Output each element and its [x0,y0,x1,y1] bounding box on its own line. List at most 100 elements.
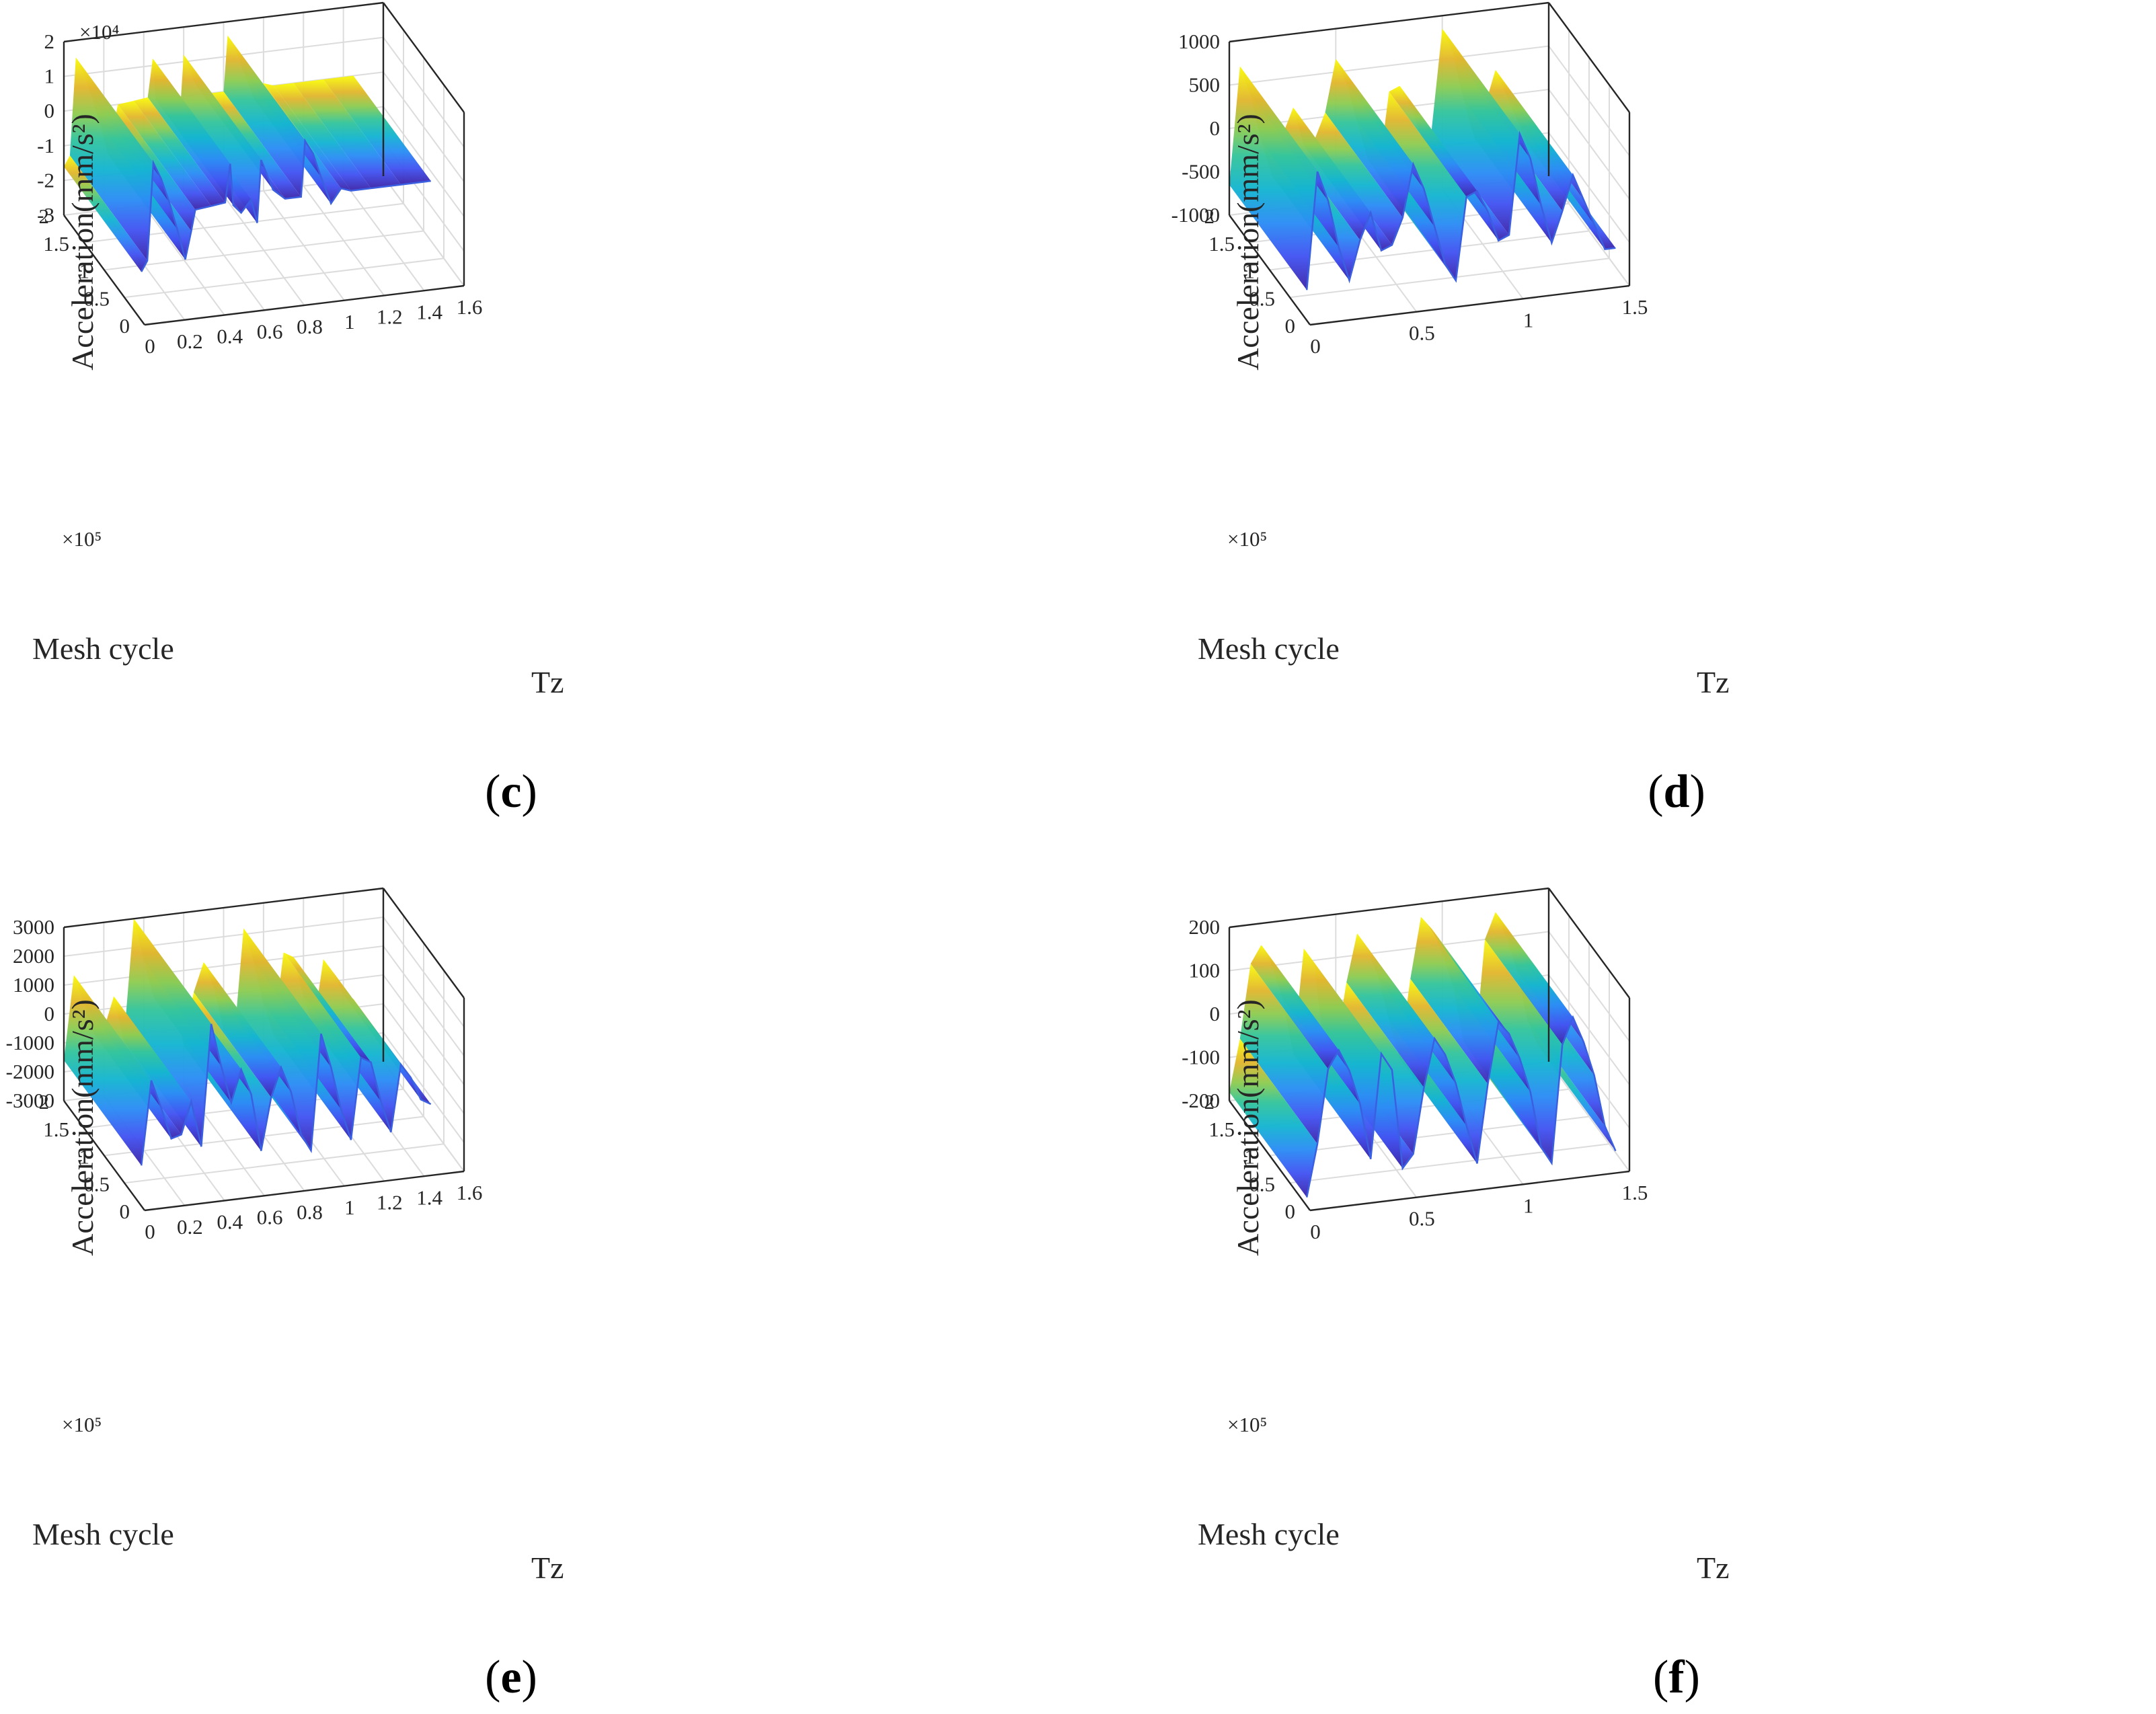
surface-strip [1239,964,1328,1144]
x-tick-label: 1.6 [457,1181,483,1204]
panel-d-surface [1229,28,1616,290]
panel-d-surface-plot: 1000 500 0 -500 -1000 2 1.5 1 0.5 0 0 0.5 1 1.5 ×10… [1171,1,1730,818]
grid-line [124,258,445,299]
x-tick-label: 0.4 [217,325,243,348]
surface-front-edge [1305,130,1616,290]
x-tick-label: 0.4 [217,1210,243,1234]
grid-line [1289,1143,1610,1184]
z-tick-label: 2 [44,30,55,53]
axis-edge [1309,1170,1630,1212]
surface-front-edge [141,138,431,272]
grid-line [1289,258,1610,299]
axis-edge [1229,1100,1311,1211]
grid-line [383,945,465,1056]
x-tick-label: 0.5 [1409,321,1435,345]
panel-c-surface-plot: 2 1 0 -1 -2 -3 2 1.5 1 0.5 0 0 0.2 0.4 0.6 0.8 1 1.2 1.4… [32,1,564,818]
panel-e-caption: (e) [485,1651,537,1703]
panel-f-z-ticks: 200 100 0 -100 -200 [1182,915,1220,1112]
panel-e-x-ticks: 0 0.2 0.4 0.6 0.8 1 1.2 1.4 1.6 [145,1181,482,1243]
y-tick-label: 0 [120,1200,130,1223]
z-tick-label: 3000 [13,915,54,939]
surface-strip [133,97,225,206]
panel-e-z-ticks: 3000 2000 1000 0 -1000 -2000 -3000 [6,915,54,1112]
grid-line [124,1143,445,1184]
grid-line [1229,45,1549,86]
z-tick-label: -2 [37,168,54,192]
y-tick-label: 1.5 [1208,232,1235,256]
surface-strip [323,959,411,1078]
panel-e-axes-box [63,887,465,1212]
x-tick-label: 1.4 [416,1185,442,1209]
y-tick-label: 2 [1204,1090,1215,1114]
grid-line [1548,974,1630,1085]
grid-line [63,36,384,77]
panel-f-axes-box [1228,887,1631,1212]
grid-line [383,176,465,286]
z-tick-label: 500 [1189,73,1221,97]
x-tick-label: 0 [145,1220,155,1243]
x-tick-label: 0.8 [297,1200,323,1224]
surface-strip [1485,912,1573,1045]
z-tick-label: -500 [1182,160,1220,184]
x-tick-label: 0.6 [257,319,283,343]
x-tick-label: 1 [344,310,355,334]
z-tick-label: 1000 [13,973,54,997]
panel-f-y-axis-label: Mesh cycle [1198,1517,1340,1551]
y-tick-label: 0.5 [1249,286,1275,310]
surface-strip [69,57,153,261]
panel-c-y-ticks: 2 1.5 1 0.5 0 [39,204,130,338]
panel-c-caption-letter: c [500,766,521,818]
y-tick-label: 0 [120,314,130,338]
surface-strip [293,79,401,188]
y-tick-label: 1 [1245,1145,1256,1169]
surface-strip [180,54,262,223]
panel-d-z-ticks: 1000 500 0 -500 -1000 [1171,30,1220,227]
panel-f-y-multiplier: ×10⁵ [1227,1413,1267,1436]
grid-line [383,71,465,182]
panel-e-z-axis-label: Acceleration(mm/s²) [65,999,100,1256]
panel-e-y-ticks: 2 1.5 1 0.5 0 [39,1090,130,1223]
panel-f-x-ticks: 0 0.5 1 1.5 [1310,1181,1648,1243]
panel-f-caption: (f) [1653,1651,1700,1703]
z-tick-label: 0 [44,1002,55,1025]
x-tick-label: 0 [1310,334,1321,358]
x-tick-label: 0.8 [297,315,323,338]
surface-strip [1431,28,1520,235]
surface-strip [1282,108,1371,241]
panel-d-x-ticks: 0 0.5 1 1.5 [1310,295,1648,358]
surface-strip [104,996,192,1135]
grid-line [1548,132,1630,243]
surface-strip [263,83,351,191]
y-tick-label: 1.5 [1208,1118,1235,1141]
z-tick-label: -1000 [6,1031,54,1054]
panel-d-caption-letter: d [1664,766,1690,818]
y-tick-label: 0.5 [1249,1172,1275,1196]
axis-edge [63,215,145,325]
panel-c-z-multiplier: ×10⁴ [79,20,119,44]
axis-edge [63,1100,145,1211]
panel-d-y-ticks: 2 1.5 1 0.5 0 [1204,204,1296,338]
surface-strip [1346,933,1435,1088]
surface-strip [323,75,431,185]
surface-strip [1229,66,1317,290]
grid-line [383,106,465,217]
panel-d-x-axis-label: Tz [1697,665,1730,699]
grid-line [383,917,465,1027]
panel-d-z-axis-label: Acceleration(mm/s²) [1231,114,1265,371]
surface-strip [118,100,212,210]
y-tick-label: 0 [1285,1200,1296,1223]
z-tick-label: -200 [1182,1089,1220,1112]
surface-strip [233,928,321,1151]
panel-c-z-ticks: 2 1 0 -1 -2 -3 [37,30,54,227]
x-tick-label: 1.5 [1622,1181,1648,1204]
y-tick-label: 1 [79,1145,90,1169]
surface-strip [64,975,151,1166]
panel-f-x-axis-label: Tz [1697,1551,1730,1585]
axis-edge [1548,2,1630,113]
x-tick-label: 1 [1523,308,1534,332]
z-tick-label: -3000 [6,1089,54,1112]
grid-line [104,230,424,271]
axis-edge [1229,215,1311,325]
panel-d-y-axis-label: Mesh cycle [1198,631,1340,666]
panel-c-y-multiplier: ×10⁵ [62,527,102,551]
